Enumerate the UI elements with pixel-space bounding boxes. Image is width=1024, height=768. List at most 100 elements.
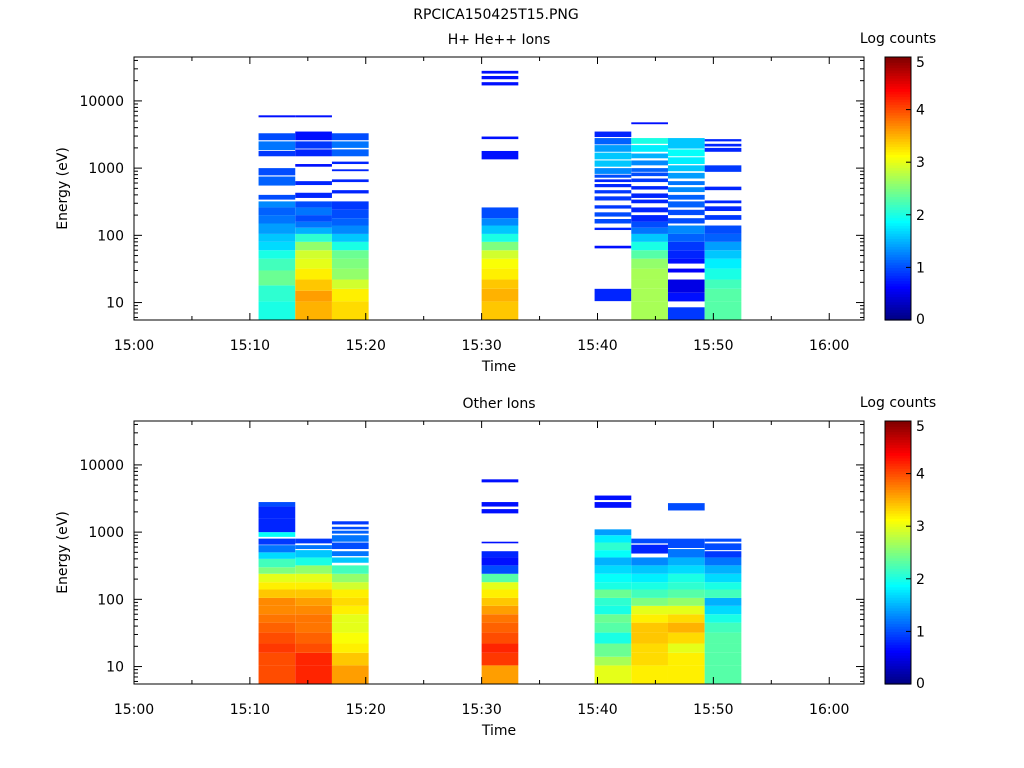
colorbar-segment — [885, 230, 911, 234]
colorbar-segment — [885, 494, 911, 498]
colorbar-segment — [885, 177, 911, 182]
colorbar-segment — [885, 652, 911, 656]
colorbar-segment — [885, 623, 911, 627]
colorbar-segment — [885, 272, 911, 276]
colorbar-segment — [885, 85, 911, 90]
heatmap-cell — [594, 152, 632, 160]
heatmap-cell — [704, 200, 742, 204]
colorbar-segment — [885, 59, 911, 63]
colorbar-tick-label: 5 — [916, 419, 925, 435]
heatmap-cell — [295, 652, 332, 666]
colorbar-segment — [885, 170, 911, 174]
colorbar-segment — [885, 470, 911, 475]
colorbar-segment — [885, 594, 911, 598]
heatmap-cell — [667, 652, 705, 666]
heatmap-cell — [704, 622, 742, 633]
colorbar-segment — [885, 212, 911, 216]
heatmap-cell — [295, 164, 332, 167]
heatmap-cell — [631, 168, 668, 172]
heatmap-cell — [667, 503, 705, 511]
colorbar-segment — [885, 175, 911, 179]
heatmap-cell — [258, 223, 296, 234]
heatmap-cell — [667, 218, 705, 224]
heatmap-cell — [594, 643, 632, 657]
colorbar-segment — [885, 452, 911, 456]
heatmap-cell — [258, 502, 296, 507]
colorbar-segment — [885, 678, 911, 682]
heatmap-cell — [631, 122, 668, 125]
heatmap-cell — [258, 518, 296, 533]
heatmap-cell — [258, 567, 296, 574]
heatmap-cell — [631, 597, 668, 606]
colorbar-segment — [885, 647, 911, 651]
heatmap-cell — [331, 201, 369, 210]
colorbar-segment — [885, 644, 911, 648]
colorbar-segment — [885, 172, 911, 176]
colorbar-segment — [885, 259, 911, 263]
colorbar-segment — [885, 199, 911, 203]
heatmap-cell — [704, 551, 742, 558]
heatmap-cell — [594, 495, 632, 501]
colorbar-segment — [885, 288, 911, 292]
heatmap-cell — [667, 187, 705, 193]
heatmap-cell — [331, 268, 369, 280]
heatmap-cell — [258, 150, 296, 157]
colorbar-frame — [884, 56, 912, 321]
colorbar-segment — [885, 597, 911, 601]
x-tick-label: 15:50 — [693, 702, 733, 718]
colorbar-segment — [885, 660, 911, 664]
colorbar-segment — [885, 133, 911, 137]
colorbar-segment — [885, 523, 911, 527]
heatmap-cell — [704, 614, 742, 623]
y-tick-label: 10000 — [79, 94, 124, 110]
colorbar-segment — [885, 510, 911, 514]
heatmap-cell — [631, 565, 668, 574]
heatmap-cell — [258, 597, 296, 606]
colorbar-segment — [885, 442, 911, 446]
colorbar-segment — [885, 634, 911, 638]
heatmap-cell — [331, 551, 369, 557]
heatmap-cell — [481, 589, 519, 598]
colorbar-segment — [885, 489, 911, 493]
heatmap-cell — [331, 622, 369, 633]
colorbar-label: Log counts — [860, 31, 936, 47]
heatmap-cell — [295, 207, 332, 216]
heatmap-cell — [258, 258, 296, 271]
colorbar-segment — [885, 280, 911, 284]
heatmap-cell — [258, 538, 296, 545]
heatmap-cell — [481, 233, 519, 242]
colorbar-segment — [885, 275, 911, 279]
heatmap-cell — [667, 172, 705, 179]
heatmap-cell — [258, 250, 296, 259]
heatmap-cell — [258, 643, 296, 653]
heatmap-cell — [331, 614, 369, 623]
heatmap-cell — [481, 70, 519, 74]
heatmap-cell — [594, 184, 632, 188]
heatmap-cell — [481, 605, 519, 615]
colorbar-segment — [885, 314, 911, 318]
colorbar-segment — [885, 526, 911, 530]
heatmap-cell — [631, 241, 668, 251]
colorbar-segment — [885, 312, 911, 316]
heatmap-cell — [667, 665, 705, 684]
heatmap-cell — [667, 157, 705, 165]
colorbar-segment — [885, 246, 911, 250]
colorbar-tick-label: 1 — [916, 624, 925, 640]
heatmap-cell — [295, 589, 332, 598]
heatmap-cell — [667, 589, 705, 598]
y-tick-label: 1000 — [88, 161, 124, 177]
heatmap-cell — [704, 582, 742, 590]
colorbar-segment — [885, 217, 911, 221]
colorbar-segment — [885, 156, 911, 161]
x-tick-label: 15:10 — [230, 338, 270, 354]
heatmap-cell — [594, 502, 632, 508]
heatmap-cell — [295, 250, 332, 259]
colorbar-segment — [885, 154, 911, 158]
heatmap-cell — [704, 143, 742, 147]
heatmap-cell — [631, 250, 668, 259]
heatmap-cell — [481, 241, 519, 251]
heatmap-cell — [258, 194, 296, 200]
colorbar-segment — [885, 476, 911, 480]
colorbar-segment — [885, 235, 911, 240]
heatmap-cell — [667, 307, 705, 320]
